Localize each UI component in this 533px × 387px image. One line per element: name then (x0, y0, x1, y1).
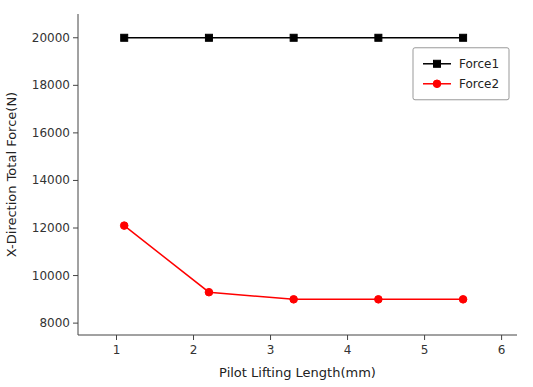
point (120, 222, 128, 230)
legend-box (413, 48, 509, 100)
y-tick-label: 16000 (32, 126, 70, 140)
y-tick (73, 132, 78, 133)
x-tick (116, 335, 117, 340)
legend-label: Force2 (459, 77, 499, 91)
x-axis-label: Pilot Lifting Length(mm) (219, 365, 376, 380)
point (121, 34, 128, 41)
y-tick (73, 275, 78, 276)
y-tick-label: 10000 (32, 269, 70, 283)
legend-label: Force1 (459, 57, 499, 71)
x-tick-label: 3 (267, 343, 275, 357)
x-tick-label: 1 (113, 343, 121, 357)
y-axis-line (78, 14, 79, 335)
x-tick (193, 335, 194, 340)
y-tick (73, 37, 78, 38)
y-tick-label: 14000 (32, 173, 70, 187)
y-tick (73, 85, 78, 86)
x-tick (347, 335, 348, 340)
x-tick (270, 335, 271, 340)
x-tick (424, 335, 425, 340)
x-tick-label: 2 (190, 343, 198, 357)
y-tick (73, 228, 78, 229)
chart: 1 2 3 4 5 6 8000 10000 12000 14000 16000 18000 20000… (0, 0, 533, 387)
legend-marker (434, 60, 441, 67)
x-tick-label: 6 (498, 343, 506, 357)
y-tick (73, 323, 78, 324)
y-tick-label: 18000 (32, 78, 70, 92)
point (459, 296, 467, 304)
y-tick (73, 180, 78, 181)
y-axis-label: X-Direction Total Force(N) (4, 92, 19, 257)
y-tick-label: 20000 (32, 31, 70, 45)
series-line (124, 226, 463, 300)
point (460, 34, 467, 41)
x-tick-label: 4 (344, 343, 352, 357)
y-tick-label: 12000 (32, 221, 70, 235)
x-tick (501, 335, 502, 340)
y-tick-label: 8000 (39, 316, 70, 330)
point (205, 34, 212, 41)
x-axis-line (78, 335, 517, 336)
legend-marker (433, 80, 441, 88)
x-tick-label: 5 (421, 343, 429, 357)
point (375, 296, 383, 304)
legend: Force1 Force2 (413, 48, 509, 100)
point (290, 296, 298, 304)
point (205, 288, 213, 296)
point (375, 34, 382, 41)
point (290, 34, 297, 41)
